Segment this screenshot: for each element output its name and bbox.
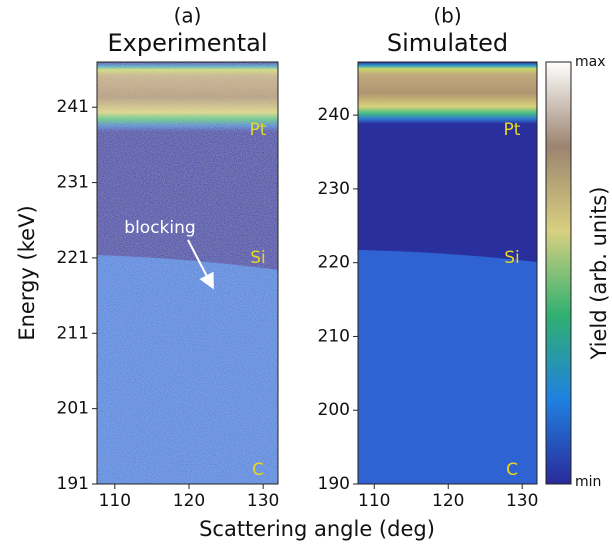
x-tick-label: 120 <box>432 491 464 511</box>
plot-frame <box>357 61 538 485</box>
colorbar-label: Yield (arb. units) <box>587 187 611 361</box>
annotation: C <box>252 460 264 480</box>
x-axis-label: Scattering angle (deg) <box>199 517 435 541</box>
y-tick-label: 241 <box>57 97 89 117</box>
annotation: Si <box>504 248 520 268</box>
annotation: Pt <box>250 120 267 140</box>
plot-frame <box>96 61 279 485</box>
annotation: Si <box>250 248 266 268</box>
y-tick-label: 191 <box>57 474 89 494</box>
chart-title: Experimental <box>107 29 267 57</box>
x-tick-label: 130 <box>506 491 538 511</box>
chart-title: Simulated <box>387 29 508 57</box>
y-tick-label: 201 <box>57 399 89 419</box>
y-tick-label: 231 <box>57 173 89 193</box>
y-tick-label: 211 <box>57 323 89 343</box>
y-tick-label: 200 <box>318 400 350 420</box>
y-tick-label: 220 <box>318 253 350 273</box>
x-tick-label: 110 <box>358 491 390 511</box>
panel-label: (a) <box>174 4 202 28</box>
heatmap-image <box>358 62 537 484</box>
heatmap-image <box>97 62 278 484</box>
colorbar-tick-label: min <box>575 474 601 490</box>
annotation: C <box>506 460 518 480</box>
y-axis-label: Energy (keV) <box>15 205 39 340</box>
annotation: blocking <box>124 218 195 238</box>
y-tick-label: 221 <box>57 248 89 268</box>
y-tick-label: 190 <box>318 474 350 494</box>
annotation: Pt <box>504 120 521 140</box>
colorbar <box>545 61 572 485</box>
colorbar-tick-label: max <box>575 54 606 70</box>
arrow <box>187 239 214 290</box>
x-tick-label: 130 <box>247 491 279 511</box>
x-tick-label: 120 <box>173 491 205 511</box>
y-tick-label: 240 <box>318 105 350 125</box>
panel-label: (b) <box>433 4 461 28</box>
y-tick-label: 210 <box>318 326 350 346</box>
y-tick-label: 230 <box>318 179 350 199</box>
x-tick-label: 110 <box>99 491 131 511</box>
